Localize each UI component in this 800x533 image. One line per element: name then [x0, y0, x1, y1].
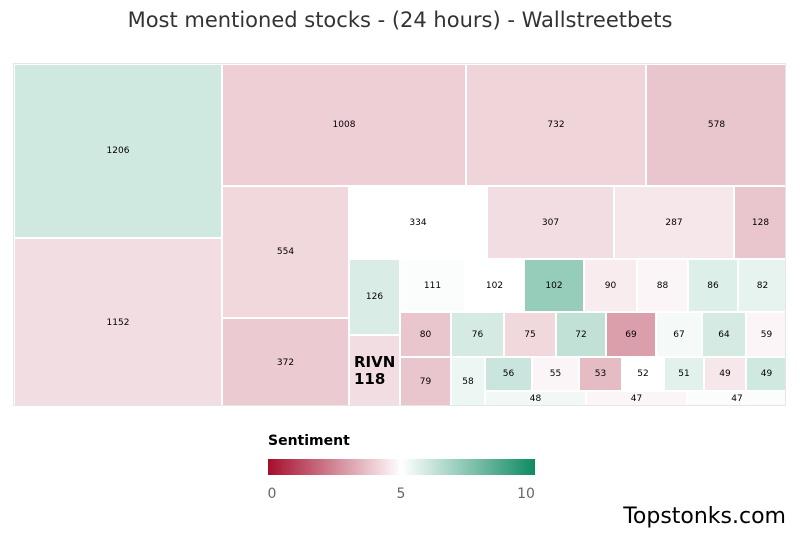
tile-36[interactable]: 49 — [746, 357, 785, 391]
tile-10[interactable]: 128 — [734, 186, 785, 259]
tile-value: 55 — [549, 369, 562, 379]
tile-value: 82 — [756, 280, 769, 291]
tile-4[interactable]: 578 — [646, 64, 785, 186]
tile-38[interactable]: 47 — [586, 391, 687, 405]
legend-title: Sentiment — [268, 433, 350, 449]
tile-37[interactable]: 48 — [485, 391, 586, 405]
tile-value: 307 — [541, 217, 560, 228]
tile-value: 47 — [731, 394, 743, 404]
tile-value: 90 — [604, 280, 617, 291]
tile-value: 102 — [545, 280, 563, 291]
tile-12[interactable]: 111 — [400, 259, 465, 312]
tile-rivn[interactable]: RIVN 118 — [349, 335, 400, 405]
tile-value: 56 — [502, 369, 515, 379]
tile-value: 72 — [575, 329, 587, 340]
tile-value: 75 — [524, 329, 536, 340]
tile-value: 79 — [419, 377, 432, 387]
tile-value: 48 — [529, 394, 542, 404]
tile-value: 80 — [419, 329, 432, 340]
tile-value: 102 — [485, 280, 504, 291]
tile-20[interactable]: 80 — [400, 312, 451, 357]
tile-value: 128 — [751, 217, 770, 228]
tile-32[interactable]: 53 — [579, 357, 622, 391]
tile-39[interactable]: 47 — [687, 391, 785, 405]
tile-value: 47 — [630, 394, 643, 404]
tile-value: 1206 — [106, 146, 130, 156]
tile-value: 86 — [707, 280, 719, 291]
tile-value: 76 — [471, 329, 484, 340]
tile-value: 49 — [719, 369, 731, 379]
legend-tick-0: 0 — [267, 486, 277, 502]
tile-6[interactable]: 372 — [222, 318, 349, 405]
legend-tick-5: 5 — [396, 486, 406, 502]
tile-29[interactable]: 58 — [451, 357, 485, 405]
tile-27[interactable]: 64 — [702, 312, 746, 357]
tile-23[interactable]: 75 — [504, 312, 556, 357]
tile-value: 1152 — [106, 317, 130, 328]
tile-2[interactable]: 1008 — [222, 64, 466, 186]
tile-15[interactable]: 90 — [584, 259, 637, 312]
tile-value: 126 — [365, 292, 384, 302]
tile-16[interactable]: 88 — [637, 259, 688, 312]
tile-value: 67 — [673, 329, 685, 340]
tile-30[interactable]: 56 — [485, 357, 532, 391]
tile-symbol: RIVN — [354, 353, 396, 371]
tile-11[interactable]: 126 — [349, 259, 400, 335]
tile-value: 578 — [707, 120, 726, 130]
tile-value: 59 — [760, 329, 773, 340]
brand-watermark: Topstonks.com — [623, 504, 786, 529]
chart-title: Most mentioned stocks - (24 hours) - Wal… — [127, 8, 673, 32]
tile-1[interactable]: 1152 — [14, 238, 222, 405]
tile-value: 334 — [409, 217, 427, 228]
tile-value: 554 — [276, 247, 295, 257]
tile-22[interactable]: 76 — [451, 312, 504, 357]
tile-5[interactable]: 554 — [222, 186, 349, 318]
tile-value: 118 — [354, 370, 386, 388]
tile-3[interactable]: 732 — [466, 64, 646, 186]
tile-18[interactable]: 82 — [738, 259, 785, 312]
tile-value: 287 — [665, 217, 683, 228]
tile-34[interactable]: 51 — [664, 357, 704, 391]
tile-value: 1008 — [332, 120, 356, 130]
tile-value: 88 — [656, 280, 669, 291]
tile-value: 51 — [678, 369, 690, 379]
tile-7[interactable]: 334 — [349, 186, 487, 259]
tile-26[interactable]: 67 — [656, 312, 702, 357]
tile-28[interactable]: 59 — [746, 312, 785, 357]
tile-13[interactable]: 102 — [465, 259, 524, 312]
tile-8[interactable]: 307 — [487, 186, 614, 259]
tile-35[interactable]: 49 — [704, 357, 746, 391]
tile-value: 58 — [462, 377, 474, 387]
tile-25[interactable]: 69 — [606, 312, 656, 357]
tile-value: 69 — [625, 329, 637, 340]
tile-value: 372 — [276, 357, 295, 368]
tile-value: 111 — [423, 280, 442, 291]
tile-value: 52 — [637, 369, 649, 379]
tile-value: 49 — [760, 369, 773, 379]
legend-tick-10: 10 — [517, 486, 535, 502]
tile-0[interactable]: 1206 — [14, 64, 222, 238]
legend-midpoint-marker — [401, 459, 402, 475]
tile-value: 732 — [547, 120, 565, 130]
treemap: 1206 1152 1008 732 578 554 372 334 307 287 128 126 1… — [13, 63, 786, 406]
tile-17[interactable]: 86 — [688, 259, 738, 312]
tile-33[interactable]: 52 — [622, 357, 664, 391]
tile-24[interactable]: 72 — [556, 312, 606, 357]
tile-value: 64 — [718, 329, 730, 340]
tile-21[interactable]: 79 — [400, 357, 451, 405]
tile-value: 53 — [594, 369, 607, 379]
tile-31[interactable]: 55 — [532, 357, 579, 391]
tile-14[interactable]: 102 — [524, 259, 584, 312]
tile-9[interactable]: 287 — [614, 186, 734, 259]
